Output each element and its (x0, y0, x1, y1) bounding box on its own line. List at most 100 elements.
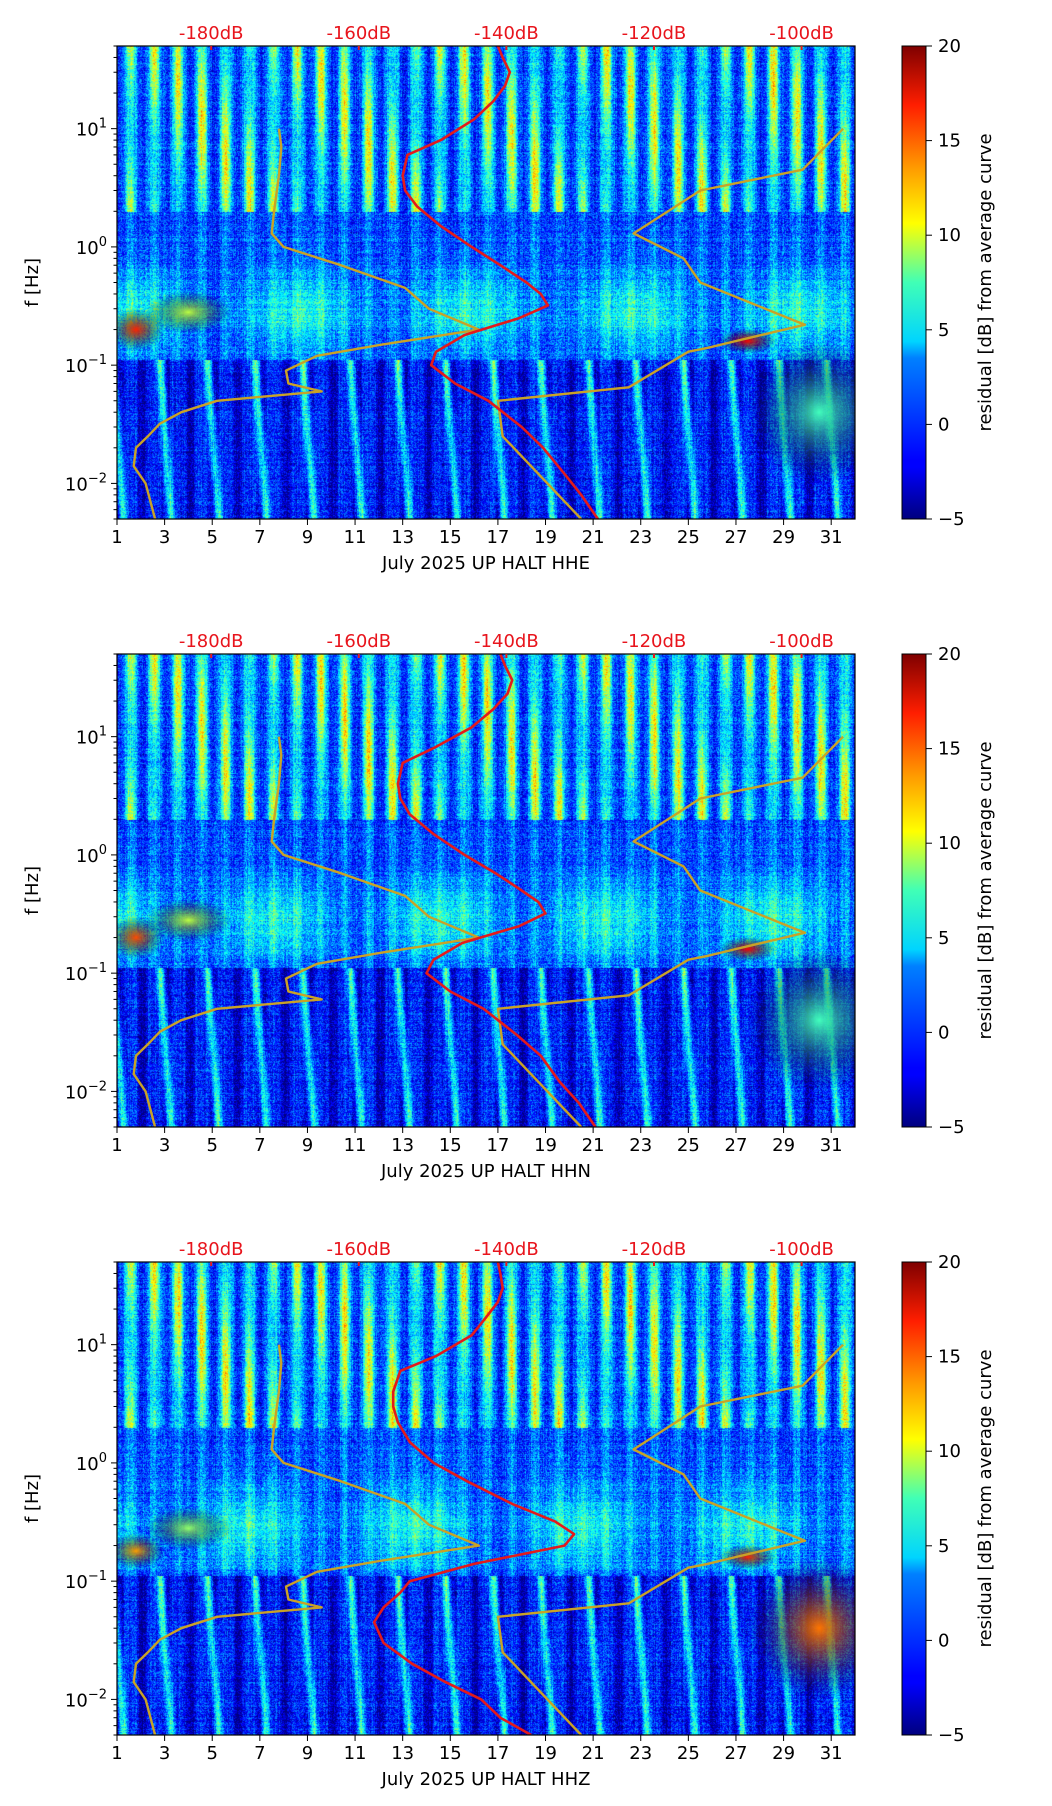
colorbar-label: residual [dB] from average curve (975, 741, 996, 1039)
x-tick-label: 31 (820, 527, 843, 548)
top-db-label: -100dB (769, 23, 834, 44)
x-tick-label: 19 (534, 527, 557, 548)
colorbar-tick-label: 20 (938, 644, 961, 665)
x-tick-label: 19 (534, 1135, 557, 1156)
colorbar-tick-label: 15 (938, 131, 961, 152)
x-tick-label: 21 (582, 527, 605, 548)
x-tick-label: 27 (725, 527, 748, 548)
colorbar (901, 45, 927, 520)
x-tick-label: 5 (206, 1135, 217, 1156)
reference-curve-right (496, 735, 844, 1127)
heatmap-image (117, 654, 855, 1127)
x-tick-label: 27 (725, 1135, 748, 1156)
colorbar-tick-label: 15 (938, 1347, 961, 1368)
colorbar-label: residual [dB] from average curve (975, 133, 996, 431)
average-curve (401, 46, 599, 519)
y-tick-label: 100 (76, 843, 107, 867)
top-db-label: -180dB (179, 23, 244, 44)
x-tick-label: 9 (302, 1743, 313, 1764)
y-tick-label: 10−1 (65, 353, 107, 377)
top-db-label: -140dB (474, 631, 539, 652)
x-tick-label: 29 (772, 1135, 795, 1156)
x-tick-label: 17 (486, 527, 509, 548)
x-tick-label: 21 (582, 1135, 605, 1156)
x-axis-label: July 2025 UP HALT HHE (381, 553, 590, 574)
x-tick-label: 15 (439, 1743, 462, 1764)
x-tick-label: 27 (725, 1743, 748, 1764)
reference-curve (132, 1344, 481, 1735)
x-tick-label: 23 (629, 1743, 652, 1764)
x-tick-label: 7 (254, 527, 265, 548)
y-tick-label: 10−1 (65, 961, 107, 985)
x-tick-label: 23 (629, 1135, 652, 1156)
top-db-label: -160dB (326, 1239, 391, 1260)
x-tick-label: 25 (677, 1743, 700, 1764)
x-axis-label: July 2025 UP HALT HHN (380, 1161, 591, 1182)
top-db-label: -160dB (326, 23, 391, 44)
x-tick-label: 1 (111, 1743, 122, 1764)
y-axis-label: f [Hz] (22, 866, 43, 915)
x-tick-label: 25 (677, 1135, 700, 1156)
x-tick-label: 9 (302, 527, 313, 548)
x-tick-label: 29 (772, 1743, 795, 1764)
x-tick-label: 31 (820, 1135, 843, 1156)
top-db-label: -140dB (474, 1239, 539, 1260)
top-db-label: -160dB (326, 631, 391, 652)
x-tick-label: 7 (254, 1135, 265, 1156)
x-tick-label: 3 (159, 1743, 170, 1764)
y-tick-label: 10−2 (65, 471, 107, 495)
top-db-label: -180dB (179, 631, 244, 652)
x-tick-label: 15 (439, 527, 462, 548)
x-tick-label: 17 (486, 1743, 509, 1764)
heatmap-image (117, 1262, 855, 1735)
x-tick-label: 11 (344, 527, 367, 548)
x-axis-label: July 2025 UP HALT HHZ (381, 1769, 591, 1790)
colorbar (901, 653, 927, 1128)
x-tick-label: 13 (391, 527, 414, 548)
x-tick-label: 11 (344, 1135, 367, 1156)
colorbar-tick-label: 5 (938, 320, 949, 341)
colorbar-tick-label: 0 (938, 1022, 949, 1043)
x-tick-label: 23 (629, 527, 652, 548)
y-axis-label: f [Hz] (22, 1474, 43, 1523)
x-tick-label: 29 (772, 527, 795, 548)
x-tick-label: 13 (391, 1743, 414, 1764)
x-tick-label: 1 (111, 1135, 122, 1156)
colorbar-tick-label: 5 (938, 1536, 949, 1557)
reference-curve-right (496, 127, 844, 519)
x-tick-label: 19 (534, 1743, 557, 1764)
y-tick-label: 101 (76, 725, 107, 749)
colorbar-tick-label: 20 (938, 36, 961, 57)
colorbar-tick-label: 15 (938, 739, 961, 760)
x-tick-label: 7 (254, 1743, 265, 1764)
y-axis-label: f [Hz] (22, 258, 43, 307)
top-db-label: -100dB (769, 1239, 834, 1260)
colorbar-tick-label: 10 (938, 225, 961, 246)
x-tick-label: 1 (111, 527, 122, 548)
x-tick-label: 9 (302, 1135, 313, 1156)
top-db-label: -140dB (474, 23, 539, 44)
x-tick-label: 3 (159, 527, 170, 548)
colorbar-tick-label: 5 (938, 928, 949, 949)
x-tick-label: 13 (391, 1135, 414, 1156)
reference-curve (132, 736, 481, 1127)
y-tick-label: 10−2 (65, 1079, 107, 1103)
x-tick-label: 15 (439, 1135, 462, 1156)
x-tick-label: 3 (159, 1135, 170, 1156)
colorbar-tick-label: 20 (938, 1252, 961, 1273)
x-tick-label: 11 (344, 1743, 367, 1764)
x-tick-label: 5 (206, 527, 217, 548)
average-curve (372, 1262, 576, 1735)
average-curve (396, 654, 597, 1127)
y-tick-label: 101 (76, 1333, 107, 1357)
y-tick-label: 10−2 (65, 1687, 107, 1711)
colorbar-tick-label: 10 (938, 833, 961, 854)
top-db-label: -100dB (769, 631, 834, 652)
colorbar-tick-label: 0 (938, 1630, 949, 1651)
top-db-label: -120dB (622, 23, 687, 44)
colorbar-tick-label: −5 (938, 1725, 965, 1746)
